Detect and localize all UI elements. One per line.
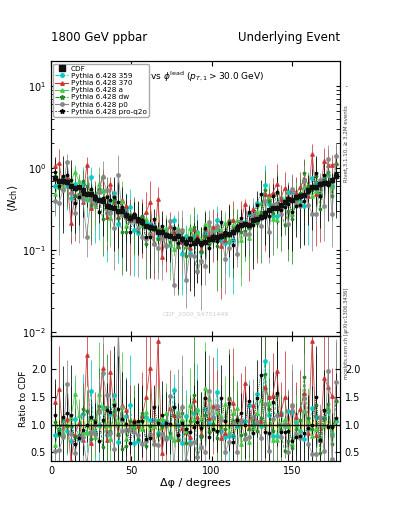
Text: CDF_2000_S4751449: CDF_2000_S4751449 bbox=[162, 311, 229, 317]
Text: 1800 GeV ppbar: 1800 GeV ppbar bbox=[51, 31, 147, 44]
Y-axis label: Ratio to CDF: Ratio to CDF bbox=[19, 370, 28, 426]
Text: Underlying Event: Underlying Event bbox=[238, 31, 340, 44]
Y-axis label: $\langle N_{\rm ch}\rangle$: $\langle N_{\rm ch}\rangle$ bbox=[6, 185, 20, 212]
Text: Rivet 3.1.10, ≥ 3.2M events: Rivet 3.1.10, ≥ 3.2M events bbox=[344, 105, 349, 182]
Legend: CDF, Pythia 6.428 359, Pythia 6.428 370, Pythia 6.428 a, Pythia 6.428 dw, Pythia: CDF, Pythia 6.428 359, Pythia 6.428 370,… bbox=[53, 63, 149, 117]
Text: $\langle N_{\rm ch}\rangle$ vs $\phi^{\rm lead}$ ($p_{T,1}>30.0$ GeV): $\langle N_{\rm ch}\rangle$ vs $\phi^{\r… bbox=[127, 70, 264, 84]
Text: mcplots.cern.ch [arXiv:1306.3436]: mcplots.cern.ch [arXiv:1306.3436] bbox=[344, 287, 349, 378]
X-axis label: Δφ / degrees: Δφ / degrees bbox=[160, 478, 231, 488]
